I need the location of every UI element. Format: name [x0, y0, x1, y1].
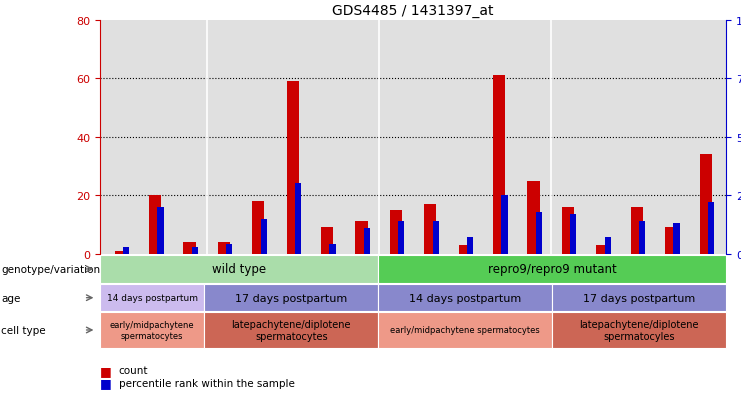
Bar	[192, 247, 198, 254]
Title: GDS4485 / 1431397_at: GDS4485 / 1431397_at	[333, 4, 494, 18]
Bar	[597, 245, 608, 254]
Bar	[562, 207, 574, 254]
Text: early/midpachytene
spermatocytes: early/midpachytene spermatocytes	[110, 320, 195, 340]
Bar	[536, 212, 542, 254]
Text: genotype/variation: genotype/variation	[1, 264, 101, 274]
Text: age: age	[1, 293, 21, 303]
Bar	[502, 196, 508, 254]
Bar	[157, 207, 164, 254]
Bar	[459, 245, 471, 254]
Text: 17 days postpartum: 17 days postpartum	[583, 293, 695, 303]
Bar	[605, 237, 611, 254]
Text: 14 days postpartum: 14 days postpartum	[107, 294, 198, 302]
Bar	[123, 247, 129, 254]
Bar	[149, 196, 161, 254]
Text: 17 days postpartum: 17 days postpartum	[235, 293, 348, 303]
Bar	[425, 204, 436, 254]
Bar	[708, 203, 714, 254]
Text: repro9/repro9 mutant: repro9/repro9 mutant	[488, 263, 617, 276]
Bar	[295, 184, 301, 254]
Text: count: count	[119, 366, 148, 375]
Bar	[364, 228, 370, 254]
Bar	[321, 228, 333, 254]
Text: wild type: wild type	[212, 263, 266, 276]
Bar	[356, 222, 368, 254]
Bar	[115, 251, 127, 254]
Text: cell type: cell type	[1, 325, 46, 335]
Bar	[184, 242, 196, 254]
Bar	[639, 221, 645, 254]
Bar	[398, 221, 405, 254]
Bar	[631, 207, 642, 254]
Bar	[287, 82, 299, 254]
Text: ■: ■	[100, 376, 112, 389]
Text: percentile rank within the sample: percentile rank within the sample	[119, 378, 294, 388]
Text: latepachytene/diplotene
spermatocyles: latepachytene/diplotene spermatocyles	[579, 319, 699, 341]
Bar	[330, 244, 336, 254]
Bar	[252, 202, 265, 254]
Bar	[571, 214, 576, 254]
Bar	[674, 224, 679, 254]
Bar	[493, 76, 505, 254]
Text: early/midpachytene spermatocytes: early/midpachytene spermatocytes	[391, 326, 540, 335]
Bar	[467, 237, 473, 254]
Bar	[218, 242, 230, 254]
Bar	[433, 221, 439, 254]
Bar	[665, 228, 677, 254]
Bar	[528, 181, 539, 254]
Text: ■: ■	[100, 364, 112, 377]
Text: 14 days postpartum: 14 days postpartum	[409, 293, 522, 303]
Bar	[226, 244, 233, 254]
Text: latepachytene/diplotene
spermatocytes: latepachytene/diplotene spermatocytes	[232, 319, 351, 341]
Bar	[700, 155, 711, 254]
Bar	[261, 219, 267, 254]
Bar	[390, 210, 402, 254]
